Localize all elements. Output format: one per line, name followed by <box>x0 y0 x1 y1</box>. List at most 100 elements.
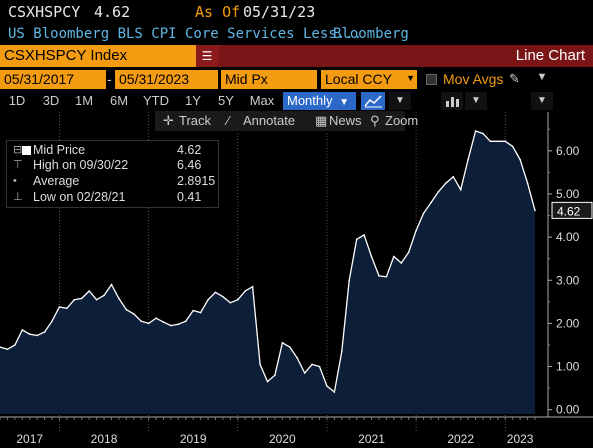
currency-select-value: Local CCY <box>325 71 392 87</box>
last-value-label: 4.62 <box>557 204 581 218</box>
description-row: US Bloomberg BLS CPI Core Services Less.… <box>0 24 593 44</box>
header-row: CSXHSPCY 4.62 As Of 05/31/23 <box>0 0 593 24</box>
data-point <box>0 346 1 348</box>
period-3d-button[interactable]: 3D <box>42 93 60 108</box>
data-point <box>125 308 128 311</box>
data-point <box>452 175 455 178</box>
date-separator: - <box>107 71 112 87</box>
data-point <box>415 229 417 232</box>
data-point <box>66 307 68 310</box>
y-tick-label: 6.00 <box>556 144 580 158</box>
data-point <box>430 201 432 204</box>
frequency-select[interactable]: Monthly ▼ <box>283 92 356 110</box>
end-date-input[interactable]: 05/31/2023 <box>115 70 218 89</box>
period-ytd-button[interactable]: YTD <box>143 93 169 108</box>
chart-legend: ⊟ Mid Price 4.62 ⊤ High on 09/30/22 6.46… <box>6 140 219 208</box>
x-tick-label: 2023 <box>507 432 534 446</box>
data-point <box>162 321 165 323</box>
legend-low: ⊥ Low on 02/28/21 0.41 <box>7 190 220 205</box>
data-point <box>511 145 514 148</box>
data-point <box>378 275 380 277</box>
data-point <box>222 295 224 298</box>
data-point <box>110 283 113 286</box>
field-select-value: Mid Px <box>225 71 268 87</box>
low-marker-icon: ⊥ <box>13 191 23 203</box>
data-point <box>43 331 46 333</box>
data-point <box>459 188 462 191</box>
chart-style-dropdown-icon[interactable]: ▼ <box>389 92 411 110</box>
data-point <box>274 374 276 377</box>
annotate-button[interactable]: Annotate <box>243 113 296 128</box>
data-point <box>95 298 98 301</box>
legend-average-label: Average <box>33 174 80 188</box>
security-input[interactable]: CSXHSPCY Index <box>0 45 196 67</box>
zoom-button[interactable]: Zoom <box>385 113 419 128</box>
data-point <box>303 372 306 374</box>
legend-average-value: 2.8915 <box>177 174 216 188</box>
data-point <box>363 234 365 236</box>
period-max-button[interactable]: Max <box>249 93 275 108</box>
more-dropdown-icon[interactable]: ▼ <box>531 92 553 110</box>
data-point <box>58 306 61 308</box>
expand-icon[interactable]: ⊟ <box>13 144 23 156</box>
data-point <box>326 385 328 387</box>
data-point <box>118 297 120 300</box>
security-dropdown-icon[interactable]: ☰ <box>196 45 218 67</box>
security-description[interactable]: US Bloomberg BLS CPI Core Services Less.… <box>8 26 363 42</box>
news-icon[interactable]: ▦ <box>315 113 328 128</box>
data-point <box>474 130 477 132</box>
data-point <box>489 140 492 143</box>
data-point <box>214 291 217 294</box>
data-point <box>199 311 202 314</box>
data-point <box>497 140 499 143</box>
annotate-icon[interactable]: ∕ <box>227 113 230 128</box>
data-point <box>311 363 313 366</box>
x-tick-label: 2017 <box>16 432 43 446</box>
data-point <box>370 255 373 258</box>
mov-avgs-checkbox[interactable] <box>426 74 437 85</box>
news-button[interactable]: News <box>329 113 362 128</box>
line-chart-icon[interactable] <box>361 92 385 110</box>
controls-row: 05/31/2017 - 05/31/2023 Mid Px Local CCY… <box>0 70 593 90</box>
currency-select[interactable]: Local CCY ▼ <box>321 70 417 89</box>
chevron-down-icon: ▼ <box>406 73 415 83</box>
data-point <box>259 363 261 366</box>
data-point <box>192 309 194 312</box>
y-tick-label: 3.00 <box>556 273 580 287</box>
field-select[interactable]: Mid Px <box>221 70 317 89</box>
series-swatch <box>22 146 31 155</box>
legend-high-value: 6.46 <box>177 158 202 172</box>
crosshair-icon[interactable]: ✛ <box>163 113 174 128</box>
period-5y-button[interactable]: 5Y <box>218 93 234 108</box>
data-point <box>177 323 180 326</box>
period-6m-button[interactable]: 6M <box>109 93 129 108</box>
data-point <box>80 297 83 300</box>
zoom-icon[interactable]: ⚲ <box>370 113 380 128</box>
start-date-input[interactable]: 05/31/2017 <box>0 70 106 89</box>
chart-type-label: Line Chart <box>515 47 585 64</box>
data-point <box>393 255 395 258</box>
legend-series-label: Mid Price <box>33 143 86 157</box>
last-value: 4.62 <box>94 3 131 21</box>
data-point <box>407 251 410 253</box>
data-point <box>385 276 388 278</box>
track-button[interactable]: Track <box>179 113 212 128</box>
data-point <box>207 298 209 301</box>
indicator-dropdown-icon[interactable]: ▼ <box>465 92 487 110</box>
data-point <box>504 140 507 143</box>
y-tick-label: 1.00 <box>556 360 580 374</box>
bar-chart-icon[interactable] <box>441 92 463 110</box>
period-1y-button[interactable]: 1Y <box>185 93 201 108</box>
mov-avgs-label[interactable]: Mov Avgs <box>443 71 504 87</box>
period-1m-button[interactable]: 1M <box>74 93 94 108</box>
options-dropdown-icon[interactable]: ▼ <box>536 71 548 83</box>
data-point <box>355 238 358 241</box>
y-tick-label: 0.00 <box>556 403 580 417</box>
data-point <box>73 298 76 301</box>
period-1d-button[interactable]: 1D <box>8 93 26 108</box>
legend-high: ⊤ High on 09/30/22 6.46 <box>7 158 220 173</box>
data-point <box>467 158 469 161</box>
x-tick-label: 2019 <box>180 432 207 446</box>
pen-icon[interactable]: ✎ <box>509 71 520 86</box>
